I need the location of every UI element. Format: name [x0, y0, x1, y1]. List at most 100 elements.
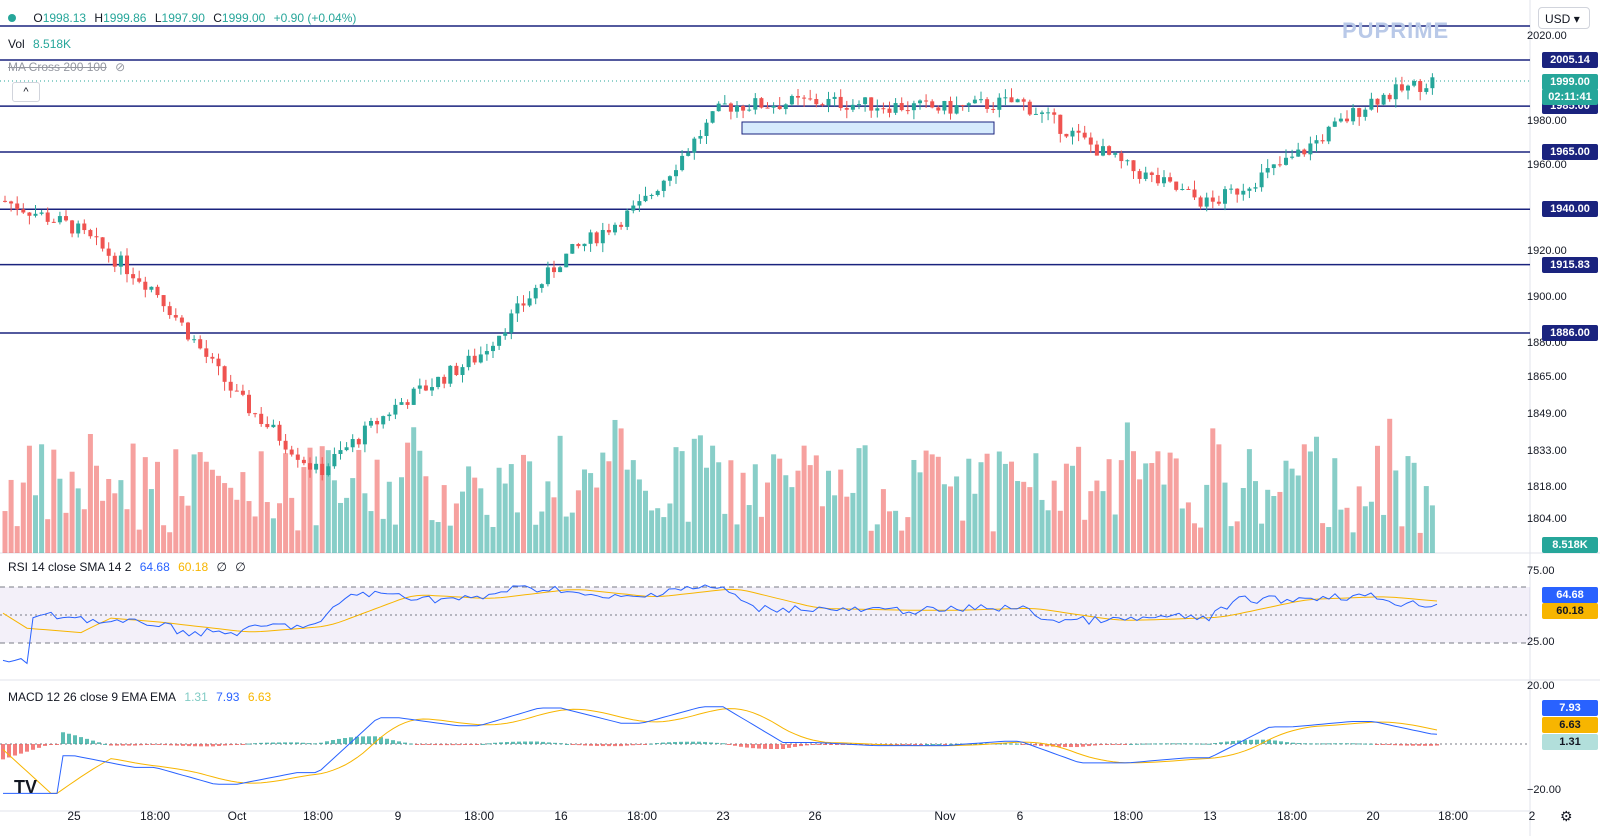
candle-body: [1070, 130, 1075, 137]
volume-bar: [941, 484, 947, 553]
macd-histogram-bar: [169, 744, 173, 746]
macd-histogram-bar: [547, 742, 551, 744]
volume-bar: [1155, 451, 1161, 553]
volume-bar: [87, 434, 93, 553]
volume-bar: [1082, 519, 1088, 553]
symbol-dot[interactable]: [8, 14, 16, 22]
macd-histogram-bar: [1291, 742, 1295, 744]
candle-body: [186, 322, 190, 340]
candle-body: [869, 97, 874, 111]
macd-histogram-bar: [319, 742, 323, 744]
candle-body: [1363, 109, 1368, 117]
macd-histogram-bar: [907, 744, 911, 745]
candle-body: [710, 111, 715, 123]
candle-body: [1107, 146, 1112, 155]
candle-body: [527, 298, 532, 306]
volume-bar: [582, 469, 587, 553]
volume-bar: [338, 502, 343, 553]
candle-body: [216, 358, 221, 367]
rsi-lines: [2, 584, 1438, 665]
candle-body: [411, 388, 416, 405]
volume-bar: [197, 452, 203, 553]
macd-histogram-bar: [247, 743, 251, 745]
macd-histogram-bar: [727, 744, 731, 745]
volume-bar: [917, 472, 923, 553]
macd-histogram-bar: [901, 744, 905, 745]
macd-histogram-bar: [343, 738, 347, 744]
volume-bar: [1381, 514, 1387, 553]
time-tick: Nov: [934, 809, 956, 823]
macd-histogram-bar: [361, 736, 365, 744]
volume-bar: [374, 459, 380, 553]
candle-body: [735, 105, 739, 112]
price-tick: 1833.00: [1527, 445, 1567, 457]
open-label: O: [33, 11, 43, 25]
volume-bar: [1149, 463, 1155, 553]
macd-histogram-bar: [355, 736, 359, 744]
candle-body: [521, 303, 526, 306]
candle-body: [381, 416, 386, 425]
volume-bar: [1234, 521, 1240, 553]
candle-body: [100, 237, 105, 249]
volume-bar: [1009, 461, 1014, 553]
time-tick: 9: [394, 809, 402, 823]
macd-histogram-bar: [97, 742, 101, 744]
volume-bar: [655, 508, 661, 553]
candle-body: [979, 99, 983, 101]
macd-lines: [1, 706, 1439, 794]
candle-body: [417, 385, 422, 389]
volume-bar: [575, 490, 581, 553]
candle-body: [33, 213, 38, 216]
macd-histogram-bar: [781, 744, 785, 750]
gear-icon[interactable]: ⚙: [1560, 808, 1573, 824]
macd-histogram-bar: [1201, 743, 1205, 745]
volume-bar: [466, 466, 472, 553]
macd-histogram-bar: [1225, 741, 1229, 744]
volume-bar: [203, 461, 209, 553]
volume-bar: [362, 493, 368, 553]
candle-body: [576, 244, 581, 247]
macd-histogram-bar: [1093, 744, 1097, 746]
macd-histogram-bar: [1213, 743, 1217, 745]
volume-bar: [1338, 509, 1344, 553]
volume-legend[interactable]: Vol 8.518K: [8, 37, 76, 51]
time-tick: 13: [1203, 809, 1217, 823]
macd-histogram-bar: [109, 744, 113, 746]
candle-body: [271, 424, 276, 428]
volume-bar: [716, 462, 722, 553]
hidden-eye-icon[interactable]: ⊘: [115, 60, 126, 74]
macd-histogram-bar: [865, 744, 869, 745]
candle-body: [326, 466, 331, 476]
volume-bar: [826, 470, 831, 553]
price-tick: 1865.00: [1527, 371, 1567, 383]
candle-body: [552, 267, 556, 273]
ma-legend[interactable]: MA Cross 200 100 ⊘: [8, 60, 130, 74]
tradingview-logo[interactable]: TV: [14, 777, 38, 797]
candle-body: [1296, 149, 1301, 157]
candle-body: [259, 413, 264, 425]
macd-histogram-bar: [1393, 744, 1397, 746]
macd-histogram-bar: [721, 743, 725, 745]
currency-selector[interactable]: USD ▾: [1538, 7, 1590, 29]
volume-bar: [618, 428, 624, 553]
volume-bar: [1124, 422, 1130, 553]
macd-histogram-bar: [1183, 743, 1187, 745]
level-label-2: 1965.00: [1542, 144, 1598, 160]
volume-bar: [246, 501, 252, 553]
macd-histogram-bar: [649, 743, 653, 745]
collapse-legend-button[interactable]: ^: [12, 82, 40, 102]
macd-histogram-bar: [667, 742, 671, 744]
candle-body: [942, 100, 947, 111]
candle-body: [850, 104, 855, 110]
level-label-3: 1940.00: [1542, 201, 1598, 218]
volume-bar: [270, 518, 276, 553]
time-tick: 23: [716, 809, 730, 823]
candle-body: [210, 356, 215, 359]
rsi-legend[interactable]: RSI 14 close SMA 14 2 64.68 60.18 ∅ ∅: [8, 560, 251, 574]
volume-bar: [789, 487, 795, 553]
macd-legend[interactable]: MACD 12 26 close 9 EMA EMA 1.31 7.93 6.6…: [8, 690, 276, 704]
candle-body: [338, 450, 343, 455]
volume-bar: [1015, 481, 1021, 553]
volume-bar: [496, 467, 502, 553]
